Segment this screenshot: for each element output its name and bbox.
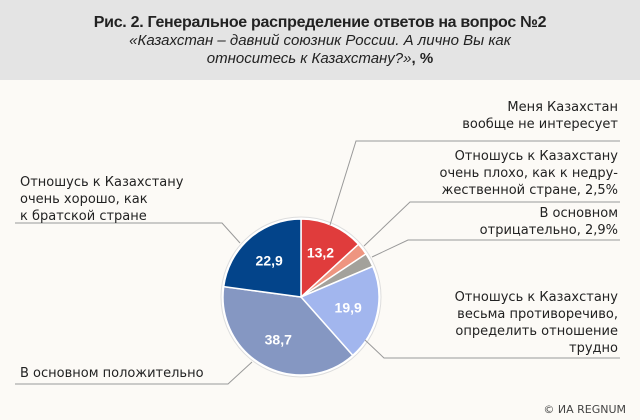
pie-slice [222,218,302,298]
chart-header: Рис. 2. Генеральное распределение ответо… [0,0,640,80]
chart-title: Рис. 2. Генеральное распределение ответо… [93,14,547,31]
slice-value-label: 38,7 [265,332,292,348]
leader-line [363,201,620,247]
label-contradictory: Отношусь к Казахстану весьма противоречив… [454,290,618,356]
slice-value-label: 19,9 [335,300,362,316]
label-very-bad: Отношусь к Казахстану очень плохо, как к … [439,149,618,198]
slice-value-label: 13,2 [307,245,334,261]
leader-lines [15,140,620,385]
leader-line [371,239,620,258]
slice-value-label: 22,9 [256,253,283,269]
leader-line [364,339,620,359]
label-mostly-negative: В основном отрицательно, 2,9% [479,206,618,238]
question-text: «Казахстан – давний союзник России. А ли… [129,32,511,67]
leader-line [15,222,241,244]
leader-line [15,361,253,385]
label-very-good: Отношусь к Казахстану очень хорошо, как к … [20,175,184,224]
unit-label: , % [411,50,434,67]
label-mostly-positive: В основном положительно [20,366,204,381]
chart-subtitle: «Казахстан – давний союзник России. А ли… [110,32,530,68]
pie-slice [222,285,354,376]
label-not-interested: Меня Казахстан вообще не интересует [462,100,618,132]
pie-slice [299,265,380,357]
leader-line [329,140,620,226]
copyright: © ИА REGNUM [543,403,626,416]
pie-slice [300,218,360,299]
